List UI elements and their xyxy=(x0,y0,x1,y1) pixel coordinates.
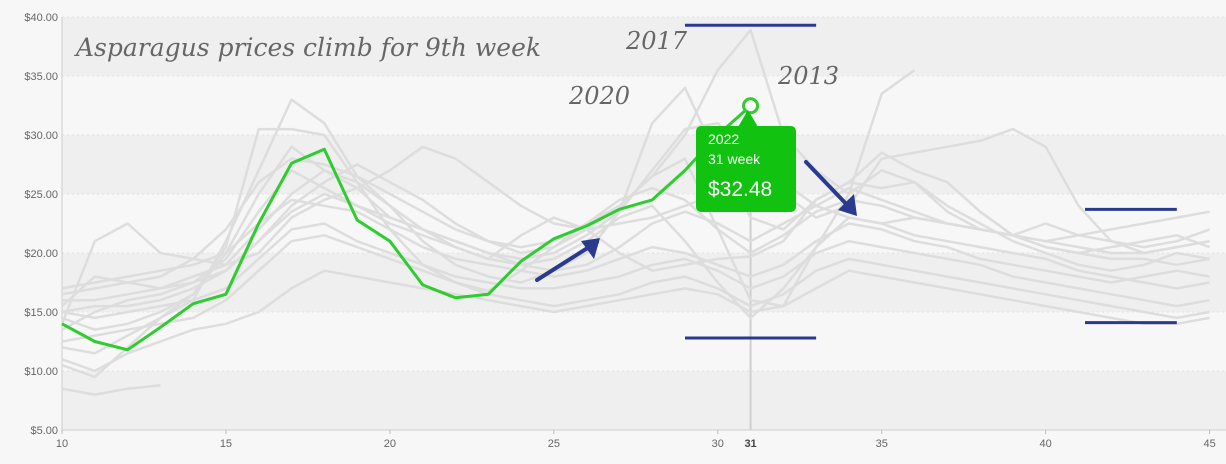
annotation-2017: 2017 xyxy=(625,27,688,55)
x-tick-label: 15 xyxy=(220,438,232,450)
y-tick-label: $15.00 xyxy=(24,307,58,319)
series-line-history xyxy=(61,157,1210,296)
annotation-2020: 2020 xyxy=(568,82,630,110)
tooltip-week: 31 week xyxy=(708,151,761,167)
x-tick-label: 30 xyxy=(712,438,724,450)
tooltip-series: 2022 xyxy=(708,131,739,147)
y-tick-label: $10.00 xyxy=(24,366,58,378)
tooltip-box xyxy=(696,126,796,212)
x-tick-label: 40 xyxy=(1040,438,1052,450)
series-line-history xyxy=(61,383,161,396)
tooltip: 2022 31 week $32.48 xyxy=(696,110,796,212)
x-tick-label: 25 xyxy=(548,438,560,450)
series-point-2022[interactable] xyxy=(742,97,760,115)
x-axis-ticks: 10 15 20 25 30 35 40 45 31 xyxy=(56,430,1216,450)
background-band xyxy=(62,17,1226,76)
series-line-history xyxy=(61,234,1210,343)
series-line-history xyxy=(61,169,1210,331)
x-tick-label-highlight: 31 xyxy=(744,438,756,450)
y-tick-label: $40.00 xyxy=(24,12,58,24)
grid-lines xyxy=(62,16,1226,431)
y-tick-label: $25.00 xyxy=(24,189,58,201)
background-bands xyxy=(62,17,1226,430)
range-markers xyxy=(684,23,1177,340)
arrow-up-right xyxy=(535,238,600,282)
arrow-down-right xyxy=(804,160,857,216)
y-axis-ticks: $5.00 $10.00 $15.00 $20.00 $25.00 $30.00 $35.0… xyxy=(24,12,58,437)
series-line-history xyxy=(60,127,1210,325)
x-tick-label: 35 xyxy=(876,438,888,450)
chart-title: Asparagus prices climb for 9th week xyxy=(74,33,541,62)
background-band xyxy=(62,371,1226,430)
series-line-2022[interactable] xyxy=(61,104,752,352)
highlight-series[interactable] xyxy=(61,97,760,352)
axes xyxy=(61,17,1226,431)
x-tick-label: 20 xyxy=(384,438,396,450)
tooltip-pointer xyxy=(738,110,758,127)
y-tick-label: $35.00 xyxy=(24,71,58,83)
y-tick-label: $30.00 xyxy=(24,130,58,142)
y-tick-label: $20.00 xyxy=(24,248,58,260)
tooltip-value: $32.48 xyxy=(708,178,772,201)
annotation-2013: 2013 xyxy=(777,62,839,90)
y-tick-label: $5.00 xyxy=(30,425,58,437)
series-line-history xyxy=(61,222,1210,320)
background-series xyxy=(60,28,1211,396)
series-line-history xyxy=(61,269,1210,373)
x-tick-label: 10 xyxy=(56,438,68,450)
series-line-history xyxy=(61,121,1211,314)
series-line-history xyxy=(61,198,1210,290)
x-tick-label: 45 xyxy=(1203,438,1215,450)
